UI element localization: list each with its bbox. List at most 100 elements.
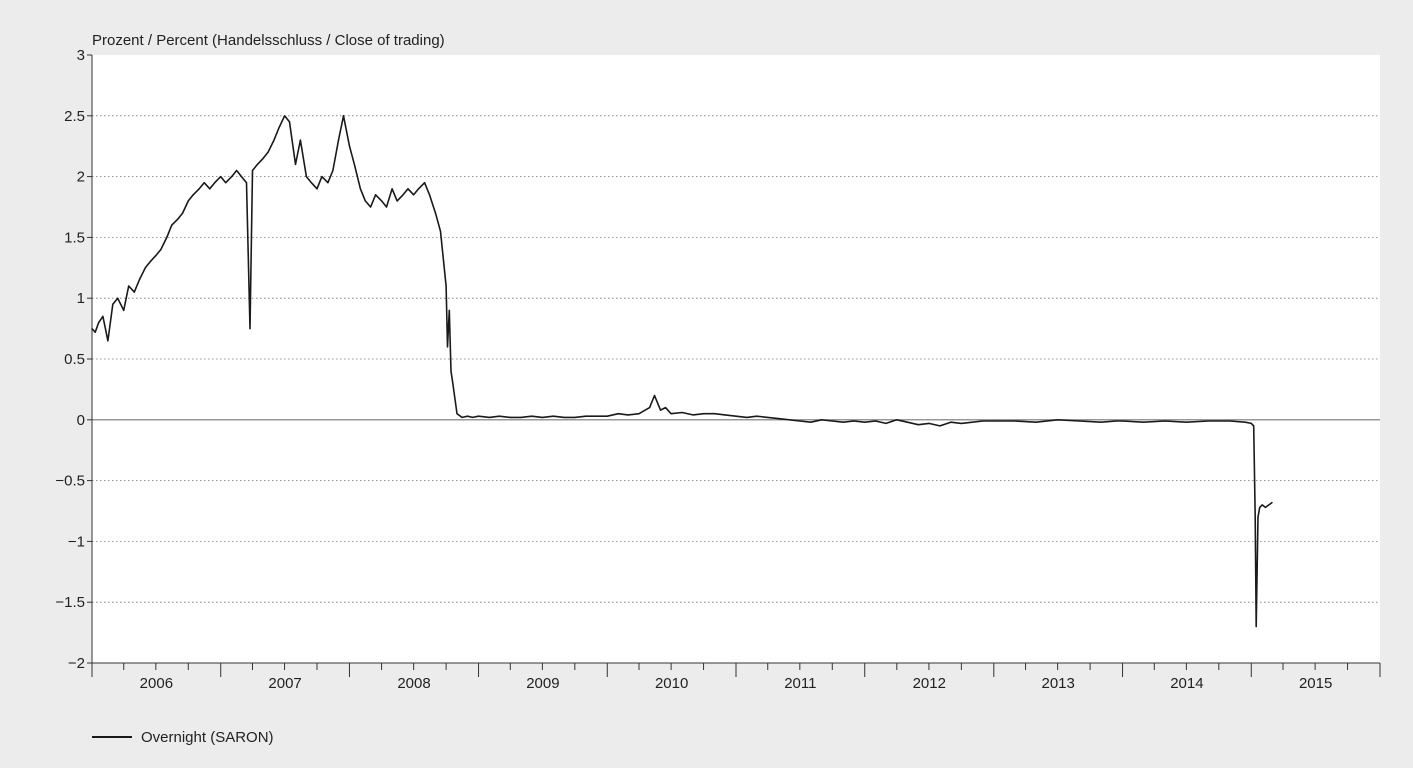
data-point [1100,421,1102,423]
y-tick-label: 0 [77,412,85,429]
data-point [288,121,291,123]
axes: 3 2.5 2 1.5 1 0.5 0 −0.5 −1 −1.5 −2 2006 2007 2008 200… [55,47,1381,692]
data-point [788,419,790,421]
data-point [337,139,340,141]
data-point [735,415,737,417]
data-point [896,419,898,421]
data-point [1271,501,1273,504]
data-point [353,163,355,165]
data-point [448,309,450,311]
data-point [182,212,184,214]
x-tick-label: 2012 [913,675,946,692]
data-point [982,420,984,422]
data-point [166,236,168,238]
x-tick-label: 2013 [1041,675,1074,692]
data-point [391,188,393,190]
data-point [531,415,533,417]
data-point [617,413,619,415]
data-point [681,411,683,414]
data-point [267,151,269,153]
data-point [1259,506,1261,508]
data-point [327,182,329,184]
data-point [1268,504,1270,506]
data-point [284,115,286,117]
data-point [214,182,216,184]
y-axis-title: Prozent / Percent (Handelsschluss / Clos… [92,32,445,49]
data-point [240,176,243,178]
data-point [123,309,125,311]
data-point [960,422,963,424]
data-point [155,255,157,257]
y-tick-label: −0.5 [55,473,85,490]
data-point [1185,421,1187,423]
data-point [777,418,779,420]
data-point [117,297,119,299]
data-point [262,157,264,159]
data-point [434,212,437,214]
data-point [98,321,100,324]
data-point [1057,419,1059,421]
data-point [144,267,146,269]
series-layer [91,115,1273,628]
data-point [402,194,404,196]
data-point [627,414,629,416]
data-point [917,424,919,426]
data-point [310,182,312,184]
y-tick-label: 1 [77,290,85,307]
data-point [842,421,844,423]
data-point [1207,420,1209,422]
data-point [461,416,463,418]
data-point [509,416,511,418]
data-point [692,414,694,416]
data-point [864,421,866,423]
data-point [488,416,491,418]
data-point [810,421,812,423]
data-point [305,176,307,178]
data-point [149,261,151,263]
data-point [1261,504,1263,506]
data-point [906,421,909,423]
data-point [192,194,194,196]
data-point [370,206,372,208]
x-tick-label: 2010 [655,675,688,692]
y-tick-label: −1 [68,533,85,550]
data-point [1229,420,1231,422]
x-tick-label: 2015 [1299,675,1332,692]
data-point [520,416,522,418]
data-point [767,416,769,418]
data-point [649,407,651,409]
data-point [498,415,500,417]
data-point [1115,420,1118,422]
gridlines [92,115,1380,603]
data-point [875,420,877,422]
data-point [541,416,544,418]
data-point [471,416,474,418]
data-point [187,200,189,202]
x-tick-label: 2011 [784,675,816,692]
data-point [1078,420,1081,422]
data-point [1142,421,1144,423]
y-tick-label: −1.5 [55,594,85,611]
data-point [831,420,833,422]
data-point [467,415,469,417]
data-point [316,188,318,190]
data-point [1035,421,1037,423]
data-point [574,416,576,418]
data-point [456,413,458,415]
data-point [231,176,233,178]
x-tick-label: 2008 [397,675,430,692]
data-point [1255,625,1257,628]
data-point [724,414,726,416]
data-point [452,382,454,384]
data-point [1244,421,1246,423]
data-point [563,416,565,418]
data-point [133,291,135,293]
data-point [821,419,823,421]
data-point [177,218,179,220]
data-point [385,206,388,208]
data-point [112,303,114,305]
legend: Overnight (SARON) [92,729,274,746]
data-point [424,182,426,184]
